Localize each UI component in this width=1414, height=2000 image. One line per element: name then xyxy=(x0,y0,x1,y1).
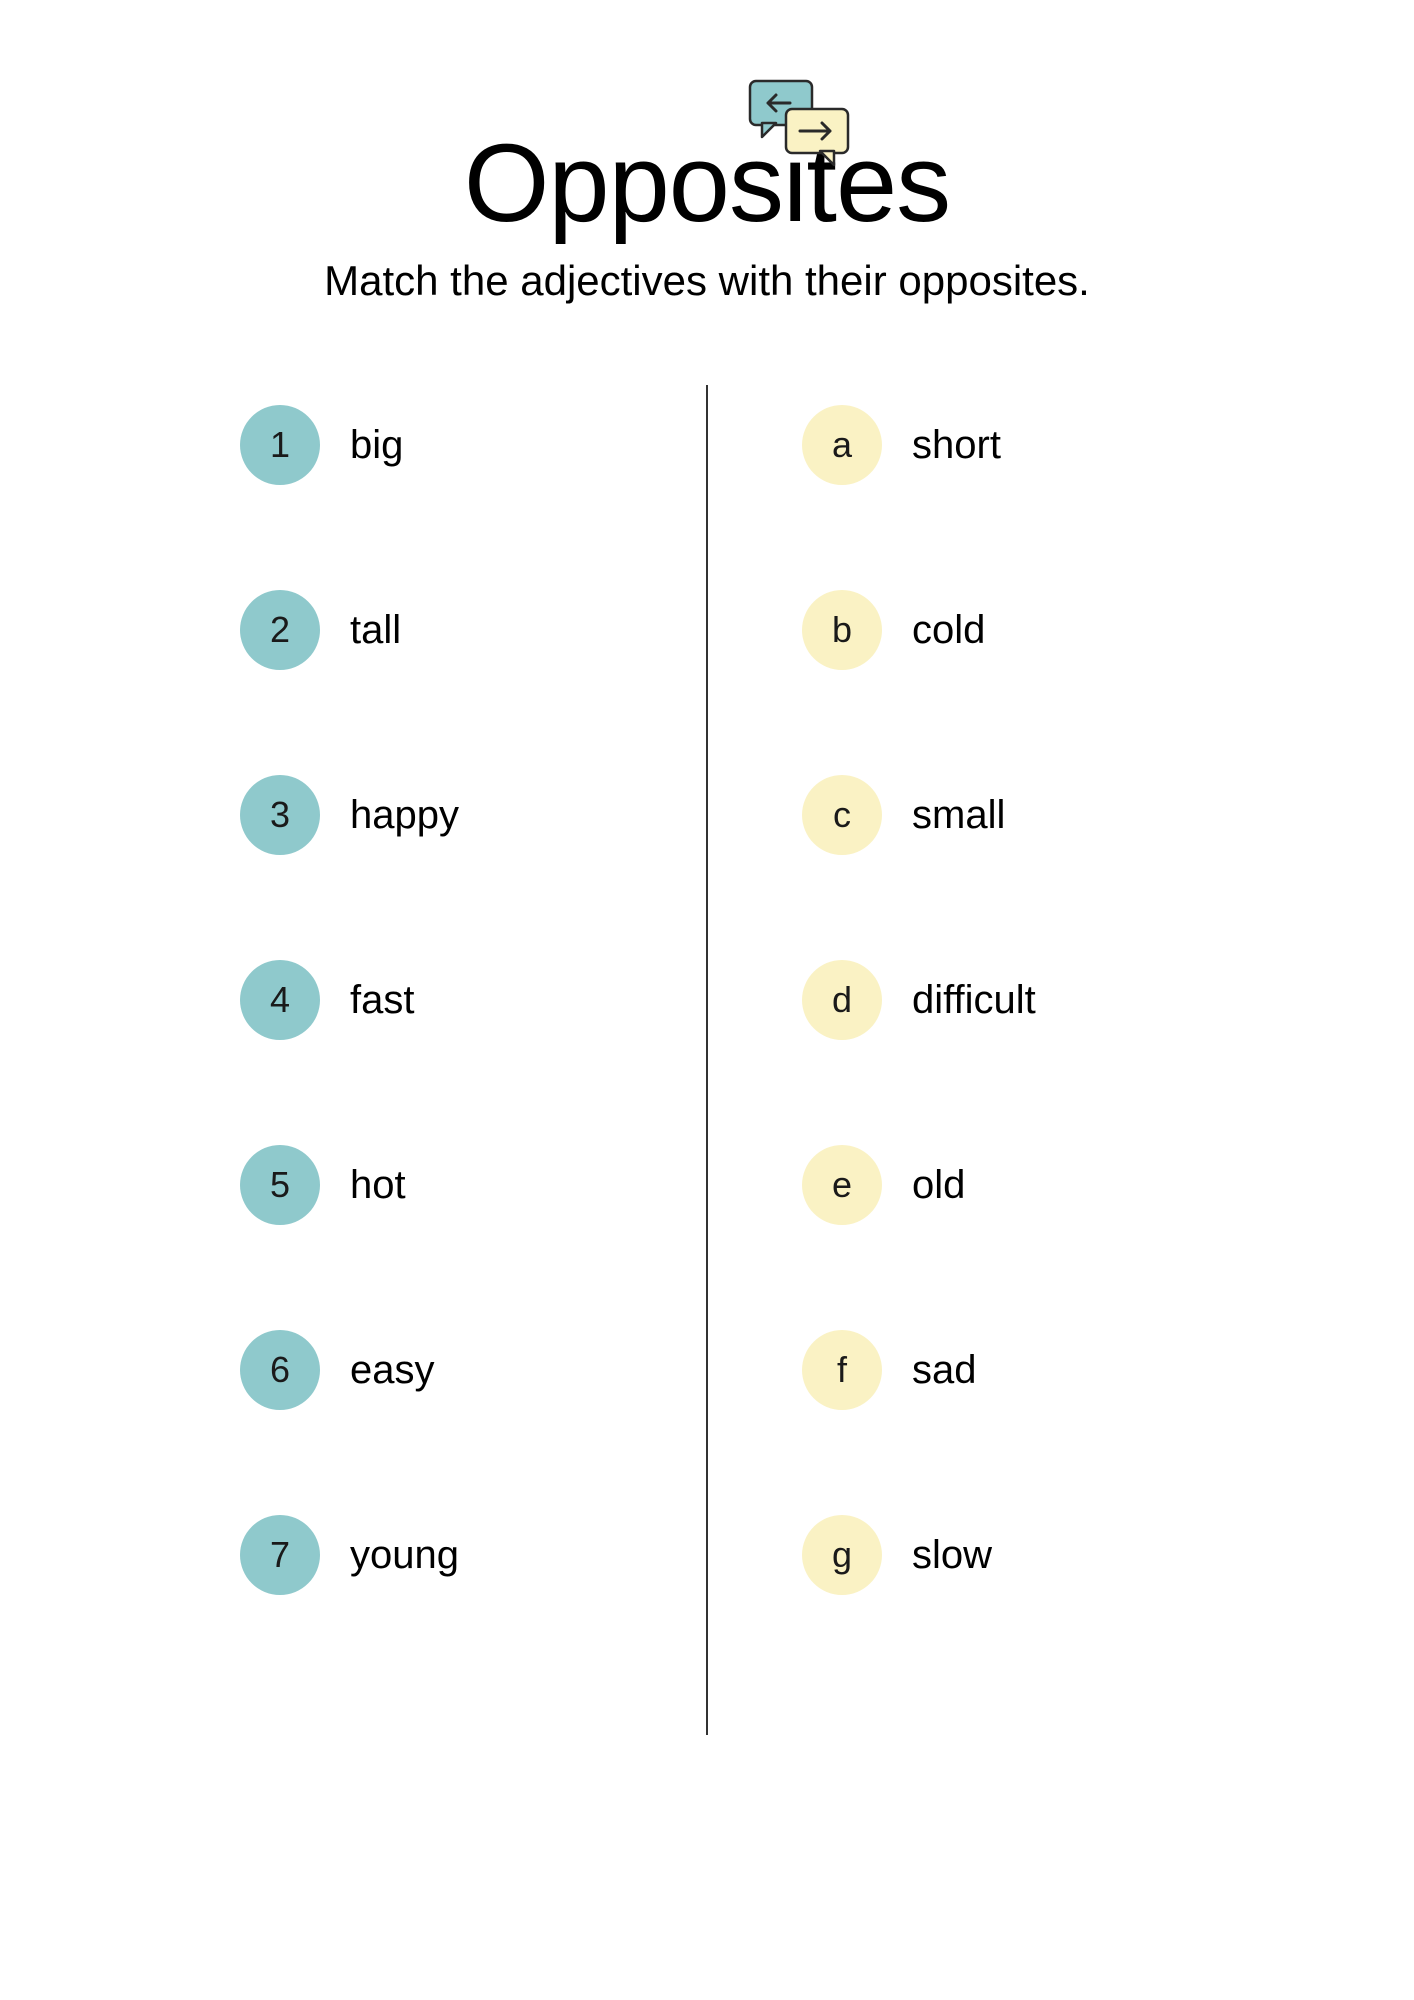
list-item: 3 happy xyxy=(240,775,672,855)
list-item: b cold xyxy=(802,590,1234,670)
left-column: 1 big 2 tall 3 happy 4 fast 5 hot 6 easy… xyxy=(180,405,672,1595)
letter-badge: a xyxy=(802,405,882,485)
list-item: 6 easy xyxy=(240,1330,672,1410)
worksheet-content: 1 big 2 tall 3 happy 4 fast 5 hot 6 easy… xyxy=(0,405,1414,1595)
letter-badge: c xyxy=(802,775,882,855)
list-item: 4 fast xyxy=(240,960,672,1040)
opposite-word: slow xyxy=(912,1533,992,1578)
number-badge: 6 xyxy=(240,1330,320,1410)
letter-badge: b xyxy=(802,590,882,670)
list-item: f sad xyxy=(802,1330,1234,1410)
list-item: g slow xyxy=(802,1515,1234,1595)
number-badge: 2 xyxy=(240,590,320,670)
opposite-word: small xyxy=(912,793,1005,838)
adjective-word: hot xyxy=(350,1163,406,1208)
adjective-word: young xyxy=(350,1533,459,1578)
opposite-word: short xyxy=(912,423,1001,468)
page-title: Opposites xyxy=(0,120,1414,247)
number-badge: 7 xyxy=(240,1515,320,1595)
opposite-word: old xyxy=(912,1163,965,1208)
instructions-text: Match the adjectives with their opposite… xyxy=(0,257,1414,305)
list-item: e old xyxy=(802,1145,1234,1225)
list-item: a short xyxy=(802,405,1234,485)
list-item: 5 hot xyxy=(240,1145,672,1225)
list-item: d difficult xyxy=(802,960,1234,1040)
opposite-word: cold xyxy=(912,608,985,653)
adjective-word: happy xyxy=(350,793,459,838)
adjective-word: fast xyxy=(350,978,414,1023)
opposite-word: difficult xyxy=(912,978,1036,1023)
adjective-word: tall xyxy=(350,608,401,653)
adjective-word: big xyxy=(350,423,403,468)
letter-badge: f xyxy=(802,1330,882,1410)
letter-badge: d xyxy=(802,960,882,1040)
list-item: c small xyxy=(802,775,1234,855)
list-item: 1 big xyxy=(240,405,672,485)
letter-badge: e xyxy=(802,1145,882,1225)
number-badge: 3 xyxy=(240,775,320,855)
adjective-word: easy xyxy=(350,1348,435,1393)
number-badge: 4 xyxy=(240,960,320,1040)
list-item: 7 young xyxy=(240,1515,672,1595)
speech-bubbles-icon xyxy=(742,75,862,180)
worksheet-header: Opposites Match the adjectives with thei… xyxy=(0,120,1414,305)
column-divider xyxy=(706,385,708,1735)
letter-badge: g xyxy=(802,1515,882,1595)
number-badge: 1 xyxy=(240,405,320,485)
list-item: 2 tall xyxy=(240,590,672,670)
number-badge: 5 xyxy=(240,1145,320,1225)
opposite-word: sad xyxy=(912,1348,977,1393)
right-column: a short b cold c small d difficult e old… xyxy=(672,405,1234,1595)
